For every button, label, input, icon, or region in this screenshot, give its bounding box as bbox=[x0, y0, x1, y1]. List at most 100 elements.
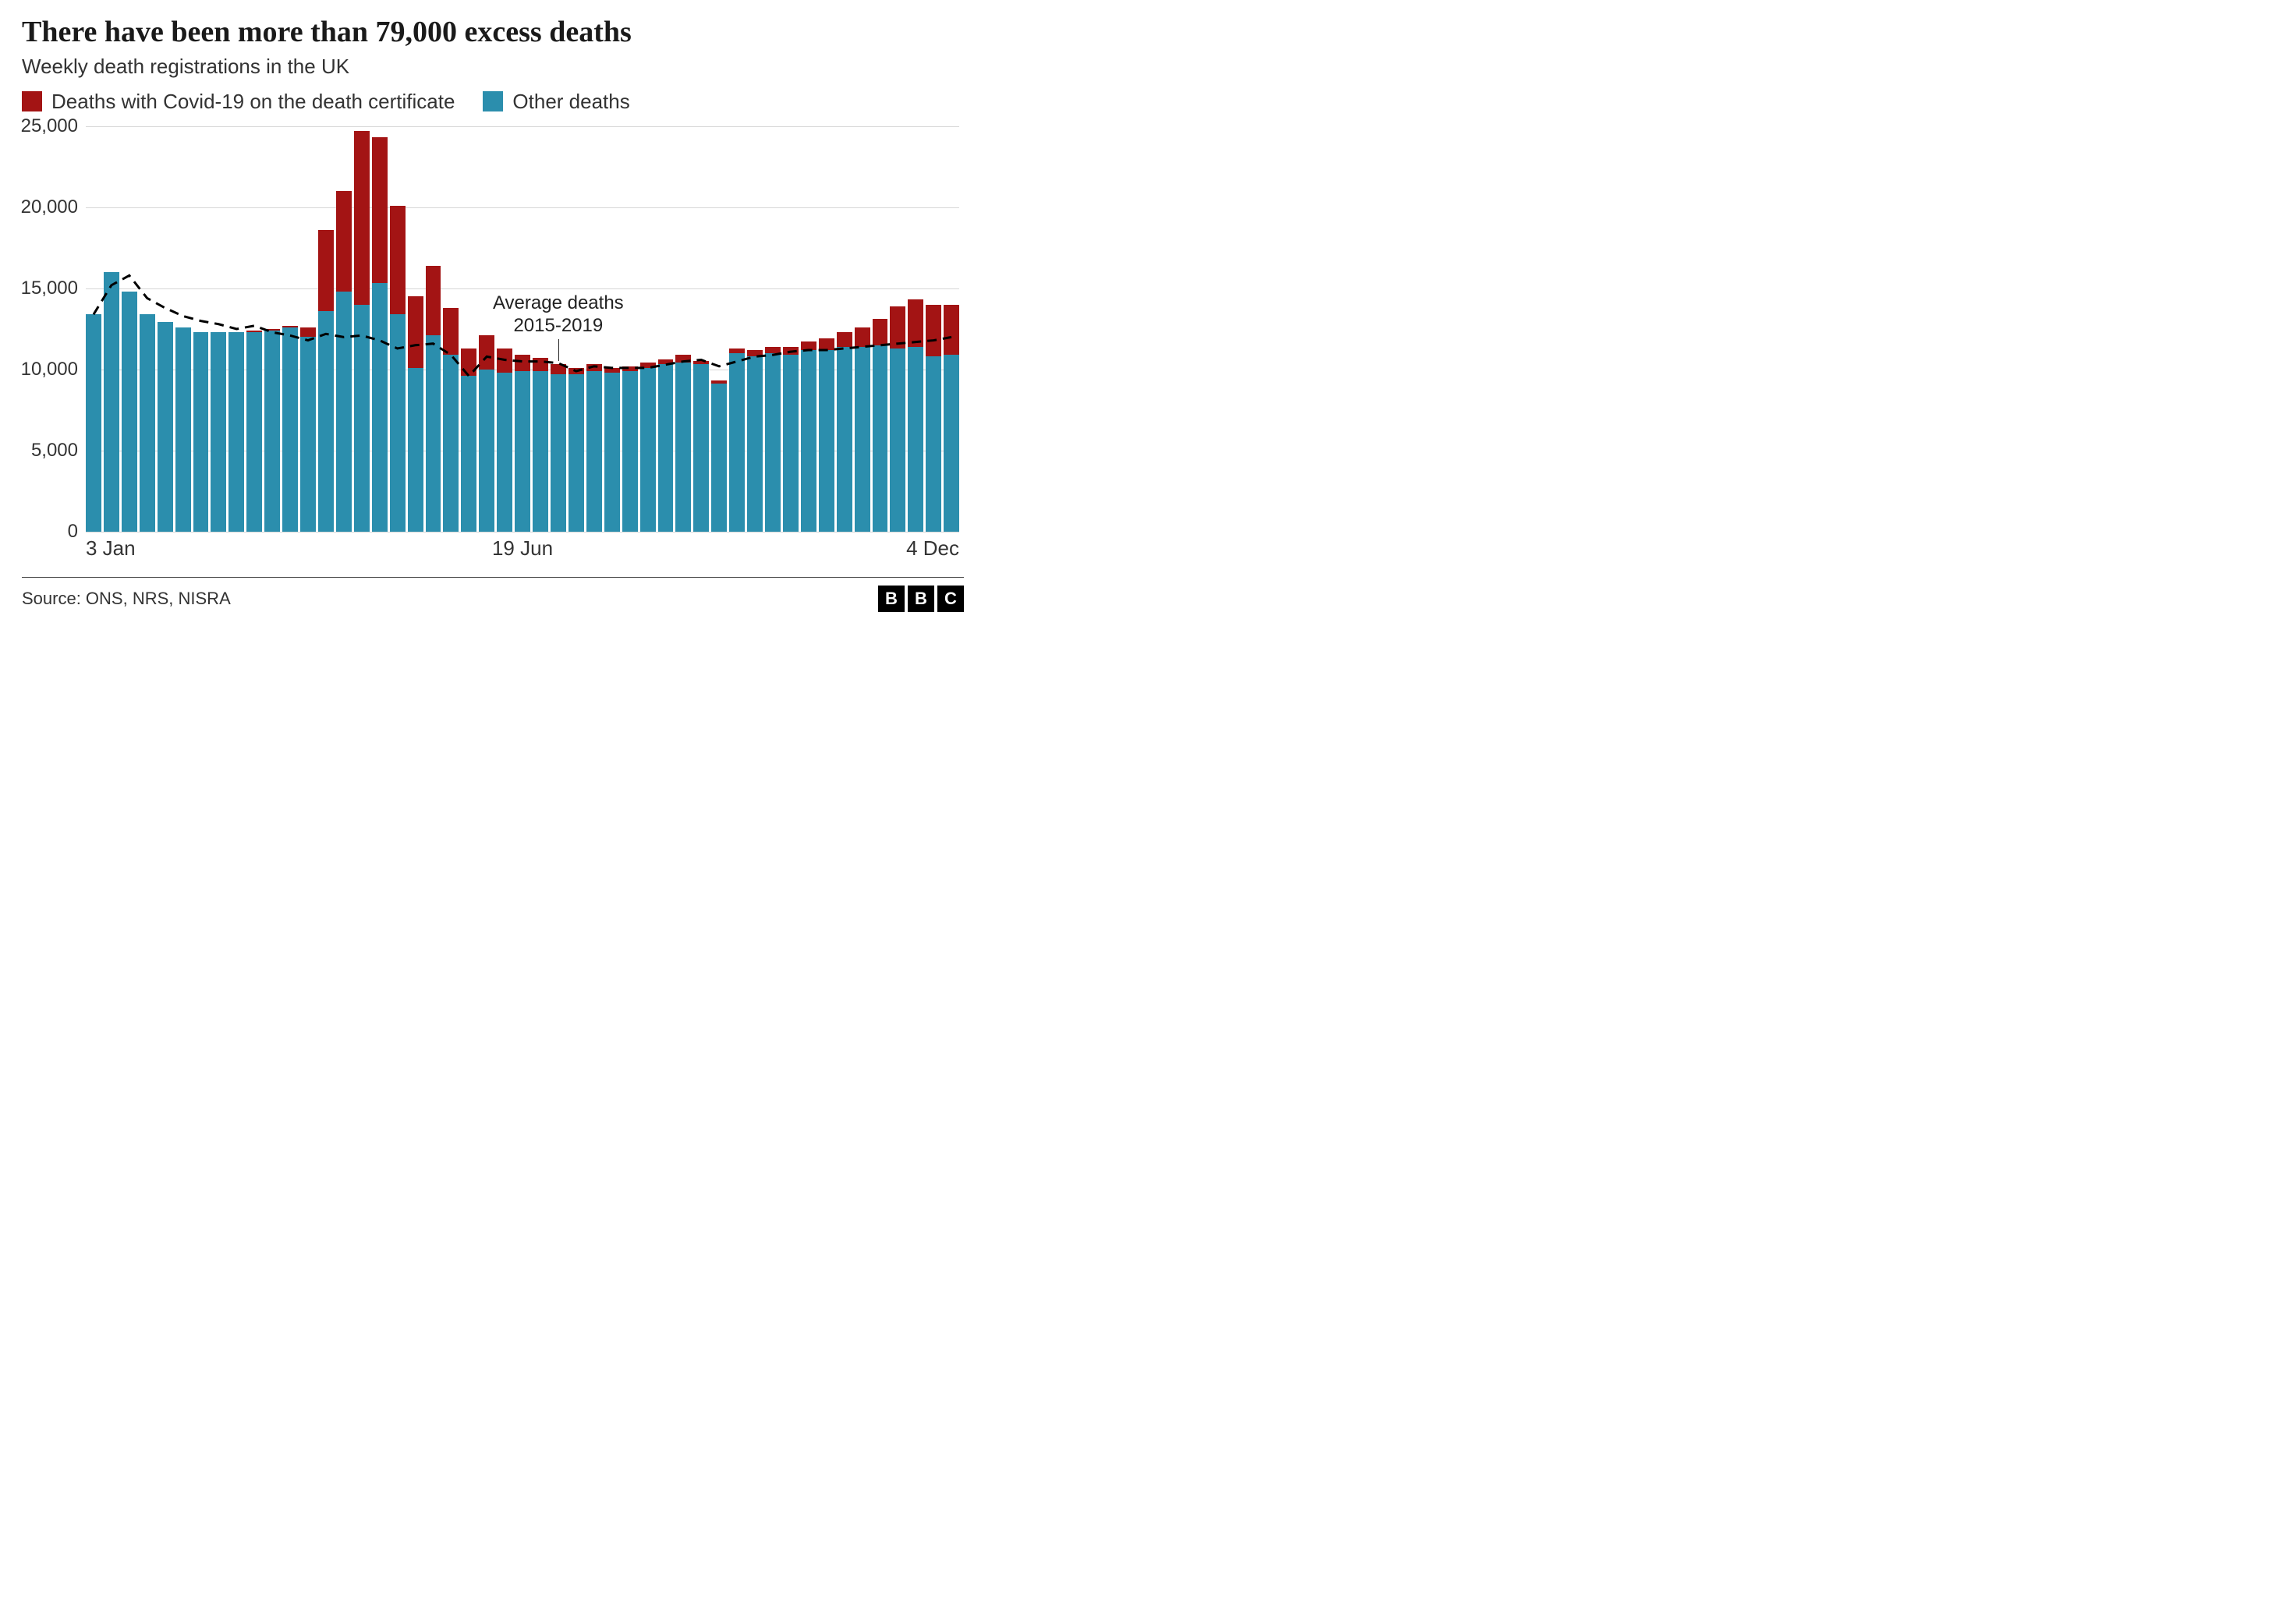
bar bbox=[783, 347, 799, 532]
bar-segment-other bbox=[372, 283, 388, 531]
bar bbox=[819, 338, 834, 532]
annotation-leader-line bbox=[558, 339, 559, 361]
bar bbox=[336, 191, 352, 532]
bar-segment-other bbox=[193, 332, 209, 532]
bar bbox=[443, 308, 459, 532]
bar-segment-other bbox=[515, 371, 530, 532]
bar-segment-covid bbox=[408, 296, 423, 368]
bar bbox=[855, 327, 870, 532]
bar bbox=[944, 305, 959, 532]
y-tick-label: 25,000 bbox=[21, 115, 86, 137]
bar-segment-other bbox=[765, 353, 781, 532]
bar-segment-other bbox=[837, 347, 852, 532]
y-tick-label: 10,000 bbox=[21, 359, 86, 380]
bar bbox=[497, 349, 512, 532]
bar-segment-other bbox=[264, 331, 280, 532]
bar-segment-other bbox=[318, 311, 334, 532]
bar bbox=[533, 358, 548, 532]
bar bbox=[711, 380, 727, 531]
bbc-logo-block: C bbox=[937, 586, 964, 612]
bar-segment-covid bbox=[461, 349, 476, 376]
bar bbox=[479, 335, 494, 532]
bar-segment-covid bbox=[390, 206, 406, 314]
x-axis: 3 Jan19 Jun4 Dec bbox=[86, 532, 959, 563]
bar-segment-other bbox=[711, 384, 727, 531]
bar bbox=[675, 355, 691, 532]
bar-segment-other bbox=[497, 373, 512, 532]
y-tick-label: 20,000 bbox=[21, 196, 86, 218]
bar-segment-other bbox=[604, 373, 620, 532]
bar bbox=[551, 364, 566, 531]
y-tick-label: 0 bbox=[68, 521, 86, 543]
bar bbox=[515, 355, 530, 532]
bar bbox=[658, 359, 674, 531]
bar-segment-covid bbox=[300, 327, 316, 337]
bar-segment-other bbox=[390, 314, 406, 532]
annotation-line2: 2015-2019 bbox=[513, 315, 603, 336]
bar bbox=[640, 363, 656, 531]
bar-segment-other bbox=[461, 376, 476, 532]
bar-segment-other bbox=[819, 350, 834, 532]
bar bbox=[264, 329, 280, 532]
bar bbox=[461, 349, 476, 532]
footer: Source: ONS, NRS, NISRA BBC bbox=[22, 577, 964, 612]
source-text: Source: ONS, NRS, NISRA bbox=[22, 589, 231, 609]
bar-segment-other bbox=[282, 327, 298, 532]
bar-segment-other bbox=[354, 305, 370, 532]
bar-segment-other bbox=[944, 355, 959, 532]
bar-segment-other bbox=[104, 272, 119, 532]
bar-segment-covid bbox=[372, 137, 388, 283]
plot-area: 05,00010,00015,00020,00025,000Average de… bbox=[86, 126, 959, 532]
y-tick-label: 5,000 bbox=[31, 440, 86, 462]
bar bbox=[372, 137, 388, 531]
bar bbox=[873, 319, 888, 531]
bar-segment-other bbox=[890, 349, 905, 532]
bbc-logo-block: B bbox=[908, 586, 934, 612]
bar bbox=[246, 331, 262, 532]
bar-segment-covid bbox=[944, 305, 959, 355]
bar-segment-other bbox=[586, 371, 602, 532]
chart-area: 05,00010,00015,00020,00025,000Average de… bbox=[86, 126, 959, 563]
legend-item-covid: Deaths with Covid-19 on the death certif… bbox=[22, 90, 455, 114]
bar-segment-other bbox=[443, 355, 459, 532]
bar-segment-other bbox=[568, 374, 584, 532]
bar-segment-covid bbox=[568, 368, 584, 374]
bar bbox=[604, 368, 620, 532]
bar bbox=[622, 366, 638, 532]
legend-swatch-other bbox=[483, 91, 503, 111]
bar bbox=[837, 332, 852, 532]
bar-segment-covid bbox=[479, 335, 494, 370]
bar-segment-covid bbox=[855, 327, 870, 347]
bar bbox=[801, 341, 816, 531]
annotation-line1: Average deaths bbox=[493, 292, 624, 313]
bbc-logo: BBC bbox=[878, 586, 964, 612]
bar-segment-other bbox=[533, 371, 548, 532]
bar-segment-other bbox=[479, 370, 494, 532]
bar-segment-other bbox=[300, 337, 316, 532]
bar bbox=[729, 349, 745, 532]
legend: Deaths with Covid-19 on the death certif… bbox=[22, 90, 964, 114]
bar-segment-other bbox=[658, 364, 674, 531]
bar-segment-covid bbox=[586, 364, 602, 370]
bar-segment-other bbox=[426, 335, 441, 532]
bar-segment-covid bbox=[926, 305, 941, 357]
bar-segment-covid bbox=[819, 338, 834, 350]
bbc-logo-block: B bbox=[878, 586, 905, 612]
bar-segment-covid bbox=[783, 347, 799, 355]
annotation-label: Average deaths2015-2019 bbox=[493, 292, 624, 338]
bar-segment-covid bbox=[890, 306, 905, 349]
bar-segment-other bbox=[622, 371, 638, 532]
bar bbox=[300, 327, 316, 532]
bar-segment-covid bbox=[354, 131, 370, 305]
bar bbox=[908, 299, 923, 531]
bar bbox=[282, 326, 298, 532]
bar-segment-other bbox=[140, 314, 155, 532]
bar-segment-covid bbox=[747, 350, 763, 356]
bar-segment-other bbox=[640, 368, 656, 532]
bar-segment-other bbox=[873, 345, 888, 532]
bar bbox=[228, 332, 244, 532]
bar-segment-other bbox=[408, 368, 423, 532]
bar-segment-covid bbox=[765, 347, 781, 353]
bar bbox=[426, 266, 441, 532]
bar bbox=[122, 292, 137, 532]
